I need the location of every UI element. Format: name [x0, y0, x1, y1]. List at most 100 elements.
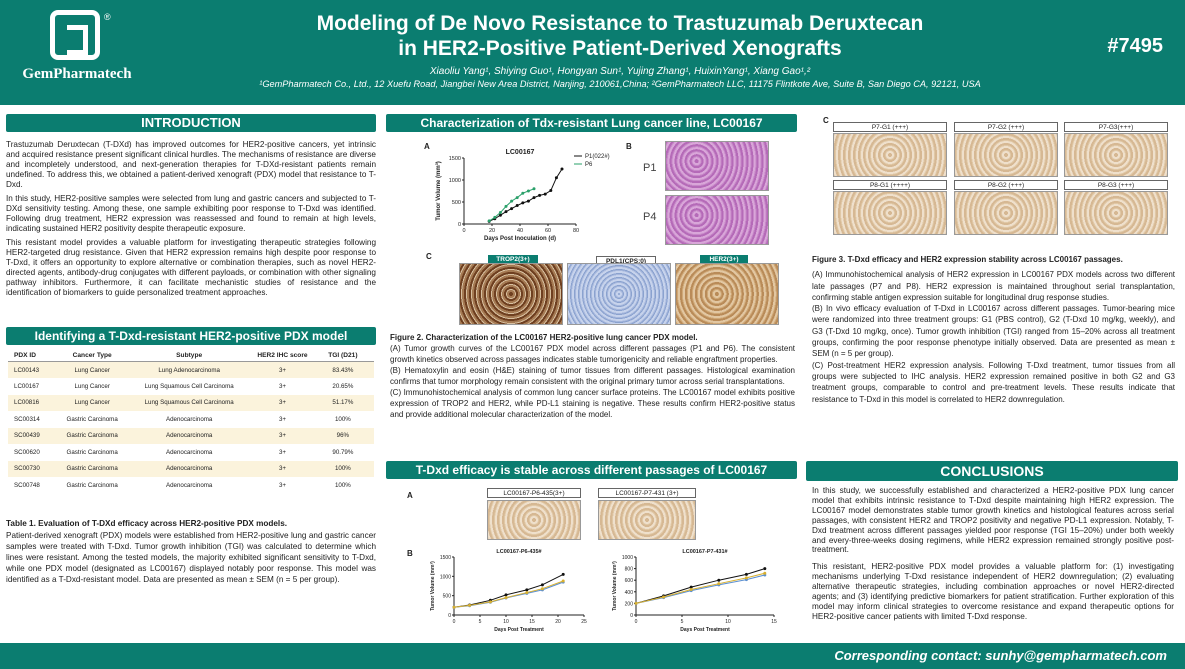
series-line — [635, 568, 765, 604]
data-point — [504, 204, 508, 208]
ihc-image-trop2 — [459, 263, 563, 325]
y-tick-label: 1000 — [622, 555, 633, 561]
figure2-title: Figure 2. Characterization of the LC0016… — [390, 333, 698, 342]
ihc-label-p6: LC00167-P6-435(3+) — [487, 488, 581, 498]
x-tick-label: 5 — [681, 619, 684, 625]
data-point — [498, 213, 502, 217]
conclusions-paragraph-2: This resistant, HER2-positive PDX model … — [812, 562, 1174, 621]
table-cell: 100% — [311, 460, 374, 477]
table-cell: Gastric Carcinoma — [59, 427, 126, 444]
table-cell: Lung Cancer — [59, 394, 126, 411]
data-point — [662, 595, 666, 599]
data-point — [504, 596, 508, 600]
table-row: SC00748 Gastric Carcinoma Adenocarcinoma 3+… — [8, 477, 374, 494]
x-tick-label: 0 — [635, 619, 638, 625]
data-point — [554, 176, 558, 180]
table-cell: 3+ — [278, 382, 286, 390]
table-cell: Adenocarcinoma — [125, 427, 254, 444]
y-tick-label: 0 — [448, 613, 451, 619]
table-cell: Gastric Carcinoma — [59, 460, 126, 477]
data-point — [504, 593, 508, 597]
logo: ® GemPharmatech — [12, 10, 132, 90]
x-tick-label: 40 — [517, 228, 523, 234]
fig3-ihc-label: P7-G2 (+++) — [954, 122, 1058, 132]
ihc-image-p7 — [598, 500, 696, 540]
table-cell: SC00620 — [14, 448, 40, 456]
data-point — [521, 201, 525, 205]
table-header-cell: Subtype — [125, 350, 254, 362]
identify-heading: Identifying a T-Dxd-resistant HER2-posit… — [6, 327, 376, 345]
figure2-part-b: (B) Hematoxylin and eosin (H&E) staining… — [390, 366, 795, 386]
table-cell: Gastric Carcinoma — [66, 415, 118, 423]
fig3-ihc-label: P8-G1 (++++) — [833, 180, 947, 190]
data-point — [525, 588, 529, 592]
figure3-part-a: (A) Immunohistochemical analysis of HER2… — [812, 270, 1175, 302]
data-point — [543, 192, 547, 196]
table-row: SC00620 Gastric Carcinoma Adenocarcinoma 3+… — [8, 444, 374, 461]
fig3-ihc-label: P8-G3 (+++) — [1064, 180, 1168, 190]
data-point — [540, 587, 544, 591]
data-point — [526, 199, 530, 203]
poster-footer: Corresponding contact: sunhy@gempharmate… — [0, 643, 1185, 669]
data-point — [538, 193, 542, 197]
data-point — [468, 603, 472, 607]
figure2-part-a: (A) Tumor growth curves of the LC00167 P… — [390, 344, 795, 364]
efficacy-chart-p7: 0 5 10 15 0 200 400 600 800 1000 LC00167-P7-431# Da… — [612, 549, 777, 633]
chart-title: LC00167-P6-435# — [496, 549, 541, 555]
y-tick-label: 0 — [458, 222, 461, 228]
y-tick-label: 500 — [452, 200, 461, 206]
table-cell: Lung Squamous Cell Carcinoma — [125, 394, 254, 411]
table-cell: 3+ — [253, 361, 312, 378]
figure3-part-c: (C) Post-treatment HER2 expression analy… — [812, 360, 1175, 404]
fig3-ihc-label: P7-G3(+++) — [1064, 122, 1168, 132]
fig3-ihc-image — [833, 191, 947, 235]
x-tick-label: 20 — [555, 619, 561, 625]
data-point — [717, 578, 721, 582]
he-label-p1: P1 — [643, 162, 657, 174]
fig3-ihc-image — [954, 191, 1058, 235]
data-point — [634, 601, 638, 605]
x-tick-label: 15 — [529, 619, 535, 625]
table-cell: Lung Adenocarcinoma — [125, 361, 254, 378]
logo-registered-mark: ® — [104, 12, 111, 22]
fig3-ihc-label: P7-G1 (+++) — [833, 122, 947, 132]
he-image-p4 — [665, 195, 769, 245]
ihc-image-p6 — [487, 500, 581, 540]
data-point — [510, 199, 514, 203]
data-point — [498, 211, 502, 215]
fig3-ihc-image — [954, 133, 1058, 177]
x-tick-label: 10 — [503, 619, 509, 625]
y-tick-label: 400 — [625, 590, 634, 596]
data-point — [452, 605, 456, 609]
data-point — [763, 571, 767, 575]
x-axis-label: Days Post Treatment — [494, 627, 544, 633]
x-tick-label: 0 — [462, 228, 465, 234]
table-row: SC00439 Gastric Carcinoma Adenocarcinoma 3+… — [8, 427, 374, 444]
conclusions-heading: CONCLUSIONS — [806, 461, 1178, 481]
data-point — [515, 204, 519, 208]
data-point — [515, 196, 519, 200]
ihc-image-her2 — [675, 263, 779, 325]
poster-number: #7495 — [1107, 35, 1163, 57]
table-cell: 3+ — [278, 481, 286, 489]
chart-title: LC00167 — [506, 149, 535, 156]
y-tick-label: 1000 — [440, 574, 451, 580]
table-title: Table 1. Evaluation of T-DXd efficacy ac… — [6, 519, 288, 528]
he-label-p4: P4 — [643, 211, 657, 223]
table-cell: 3+ — [278, 448, 286, 456]
table-cell: Adenocarcinoma — [165, 415, 213, 423]
panel-label: C — [823, 116, 829, 125]
poster-header: ® GemPharmatech Modeling of De Novo Resi… — [0, 0, 1185, 105]
table-cell: 100% — [334, 481, 351, 489]
data-point — [560, 167, 564, 171]
data-point — [540, 583, 544, 587]
table-cell: 3+ — [253, 460, 312, 477]
table-header-cell: TGI (D21) — [311, 350, 374, 362]
table-cell: 3+ — [253, 427, 312, 444]
data-point — [487, 219, 491, 223]
table-cell: Gastric Carcinoma — [66, 481, 118, 489]
conclusions-paragraph-1: In this study, we successfully establish… — [812, 486, 1174, 555]
table-cell: Adenocarcinoma — [165, 448, 213, 456]
table-cell: 3+ — [278, 415, 286, 423]
data-point — [561, 572, 565, 576]
